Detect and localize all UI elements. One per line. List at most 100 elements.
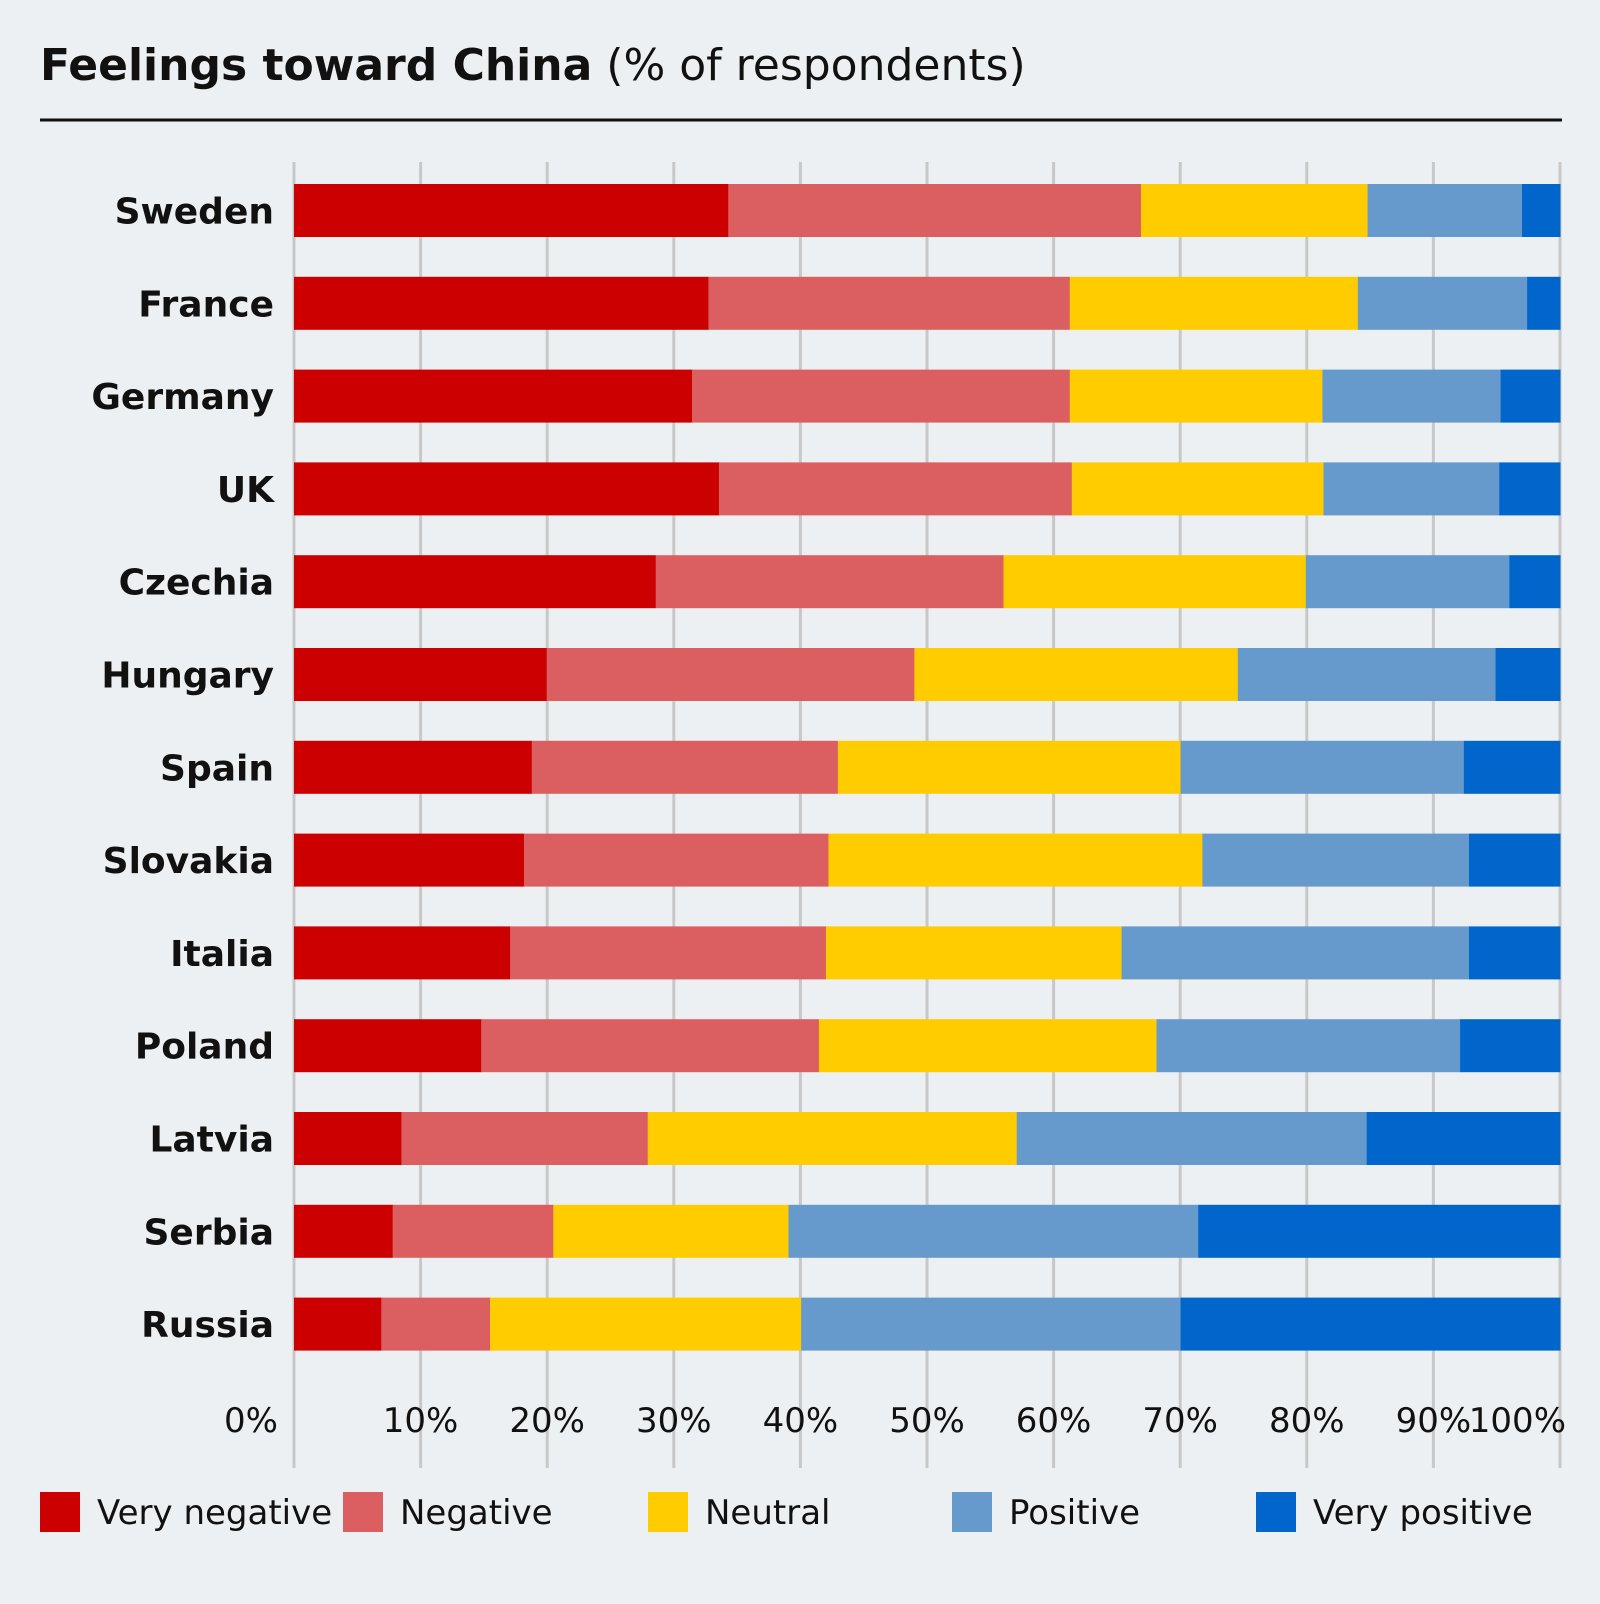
bar-sweden-very-negative xyxy=(294,184,729,237)
x-tick-label: 50% xyxy=(889,1401,965,1441)
bar-latvia-positive xyxy=(1016,1112,1368,1165)
bar-hungary-neutral xyxy=(914,648,1239,701)
tick-label-layer: 0% 10% 20% 30% 40% 50% 60% 70% 80% 90%100% xyxy=(224,1401,1566,1441)
bar-italia-neutral xyxy=(825,926,1123,980)
bar-czechia-positive xyxy=(1305,555,1510,609)
bar-latvia-very-negative xyxy=(294,1112,402,1165)
bar-france-very-positive xyxy=(1527,276,1561,330)
legend-label-neutral: Neutral xyxy=(705,1493,831,1533)
bar-russia-very-positive xyxy=(1180,1297,1561,1351)
bar-hungary-very-negative xyxy=(294,648,548,701)
bar-slovakia-very-positive xyxy=(1469,833,1561,887)
x-tick-label: 40% xyxy=(763,1401,839,1441)
legend-label-negative: Negative xyxy=(400,1493,553,1533)
chart-subtitle: (% of respondents) xyxy=(606,40,1025,91)
category-label-uk: UK xyxy=(217,470,275,511)
legend-swatch-neutral xyxy=(648,1492,688,1532)
bar-latvia-neutral xyxy=(647,1112,1018,1165)
bar-serbia-neutral xyxy=(553,1204,790,1258)
legend-label-positive: Positive xyxy=(1009,1493,1140,1533)
category-label-czechia: Czechia xyxy=(119,563,274,604)
chart-title: Feelings toward China xyxy=(40,40,592,91)
bar-sweden-neutral xyxy=(1140,184,1369,237)
bar-czechia-neutral xyxy=(1003,555,1307,609)
category-label-latvia: Latvia xyxy=(149,1120,274,1161)
legend-swatch-negative xyxy=(343,1492,383,1532)
category-label-sweden: Sweden xyxy=(115,192,274,233)
chart-title-line: Feelings toward China (% of respondents) xyxy=(40,40,1026,91)
legend-swatch-very-negative xyxy=(40,1492,80,1532)
bar-serbia-positive xyxy=(788,1204,1199,1258)
bar-russia-negative xyxy=(381,1297,491,1351)
bar-poland-very-positive xyxy=(1460,1019,1561,1073)
bar-slovakia-negative xyxy=(523,833,829,887)
x-tick-label: 0% xyxy=(224,1401,278,1441)
legend-label-very-positive: Very positive xyxy=(1313,1493,1533,1533)
bar-spain-very-negative xyxy=(294,740,533,794)
bar-sweden-negative xyxy=(728,184,1142,237)
bar-russia-positive xyxy=(801,1297,1182,1351)
bar-poland-very-negative xyxy=(294,1019,482,1073)
bar-czechia-very-positive xyxy=(1509,555,1561,609)
bar-slovakia-positive xyxy=(1202,833,1470,887)
category-label-france: France xyxy=(138,284,274,325)
x-tick-label: 10% xyxy=(383,1401,459,1441)
bar-italia-negative xyxy=(510,926,827,980)
bar-germany-positive xyxy=(1322,369,1502,423)
grid-layer xyxy=(292,162,1562,1468)
bar-uk-neutral xyxy=(1071,462,1324,516)
bar-russia-neutral xyxy=(490,1297,802,1351)
bar-uk-positive xyxy=(1323,462,1500,516)
x-tick-label: 90% xyxy=(1396,1401,1472,1441)
bar-czechia-negative xyxy=(655,555,1005,609)
bar-hungary-positive xyxy=(1237,648,1497,701)
bar-serbia-very-positive xyxy=(1198,1204,1561,1258)
category-label-italia: Italia xyxy=(170,934,274,975)
bar-germany-negative xyxy=(691,369,1071,423)
bar-hungary-negative xyxy=(546,648,915,701)
bar-czechia-very-negative xyxy=(294,555,657,609)
bar-italia-very-negative xyxy=(294,926,511,980)
bar-hungary-very-positive xyxy=(1495,648,1561,701)
bar-spain-neutral xyxy=(837,740,1182,794)
x-tick-label: 100% xyxy=(1469,1401,1566,1441)
bar-spain-negative xyxy=(531,740,839,794)
bar-poland-neutral xyxy=(818,1019,1158,1073)
bar-slovakia-neutral xyxy=(828,833,1203,887)
bar-poland-positive xyxy=(1156,1019,1461,1073)
x-tick-label: 20% xyxy=(509,1401,585,1441)
bar-slovakia-very-negative xyxy=(294,833,525,887)
legend-label-very-negative: Very negative xyxy=(97,1493,332,1533)
bar-uk-very-negative xyxy=(294,462,720,516)
category-label-poland: Poland xyxy=(135,1027,274,1068)
bar-spain-very-positive xyxy=(1463,740,1561,794)
bar-poland-negative xyxy=(481,1019,820,1073)
legend: Very negative Negative Neutral Positive Very… xyxy=(40,1492,1533,1533)
bar-italia-very-positive xyxy=(1469,926,1561,980)
bar-spain-positive xyxy=(1180,740,1465,794)
bar-sweden-positive xyxy=(1367,184,1523,237)
bar-germany-very-negative xyxy=(294,369,693,423)
bar-uk-very-positive xyxy=(1499,462,1561,516)
bar-serbia-negative xyxy=(392,1204,554,1258)
bar-france-neutral xyxy=(1069,276,1359,330)
bar-layer xyxy=(294,184,1561,1351)
legend-swatch-positive xyxy=(952,1492,992,1532)
x-tick-label: 60% xyxy=(1016,1401,1092,1441)
category-label-slovakia: Slovakia xyxy=(103,841,274,882)
bar-sweden-very-positive xyxy=(1522,184,1561,237)
bar-france-negative xyxy=(708,276,1071,330)
bar-germany-very-positive xyxy=(1500,369,1561,423)
bar-latvia-very-positive xyxy=(1366,1112,1561,1165)
category-label-serbia: Serbia xyxy=(144,1212,275,1253)
category-label-russia: Russia xyxy=(141,1305,274,1346)
x-tick-label: 70% xyxy=(1142,1401,1218,1441)
bar-france-positive xyxy=(1357,276,1528,330)
category-label-layer: Sweden France Germany UK Czechia Hungary Spain… xyxy=(91,192,275,1347)
bar-italia-positive xyxy=(1121,926,1470,980)
x-tick-label: 80% xyxy=(1269,1401,1345,1441)
bar-serbia-very-negative xyxy=(294,1204,394,1258)
bar-france-very-negative xyxy=(294,276,709,330)
category-label-hungary: Hungary xyxy=(101,656,274,697)
